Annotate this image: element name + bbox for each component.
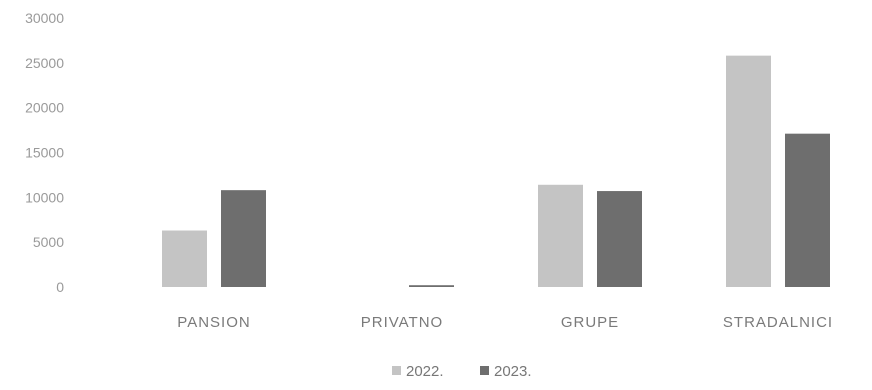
x-axis: PANSION PRIVATNO GRUPE STRADALNICI [177,314,833,331]
x-tick-label-grupe: GRUPE [561,314,619,331]
x-tick-label-pansion: PANSION [177,314,250,331]
legend-swatch-1 [392,366,401,375]
y-tick-label-10000: 10000 [25,189,64,205]
bar-stradalnici-series-2 [785,133,830,287]
bar-pansion-series-2 [221,190,266,287]
legend-swatch-2 [480,366,489,375]
y-axis: 0 5000 10000 15000 20000 25000 30000 [25,10,64,295]
y-tick-label-25000: 25000 [25,55,64,71]
bar-pansion-series-1 [162,230,207,287]
y-tick-label-0: 0 [56,279,64,295]
bar-grupe-series-1 [538,184,583,287]
legend-label-2: 2023. [494,363,532,380]
y-tick-label-20000: 20000 [25,100,64,116]
bar-grupe-series-2 [597,191,642,287]
bar-privatno-series-2 [409,285,454,287]
legend: 2022. 2023. [392,363,532,380]
y-tick-label-30000: 30000 [25,10,64,26]
y-tick-label-5000: 5000 [33,234,64,250]
bar-series [162,55,830,287]
x-tick-label-privatno: PRIVATNO [361,314,443,331]
legend-label-1: 2022. [406,363,444,380]
y-tick-label-15000: 15000 [25,145,64,161]
x-tick-label-stradalnici: STRADALNICI [723,314,833,331]
bar-stradalnici-series-1 [726,55,771,287]
